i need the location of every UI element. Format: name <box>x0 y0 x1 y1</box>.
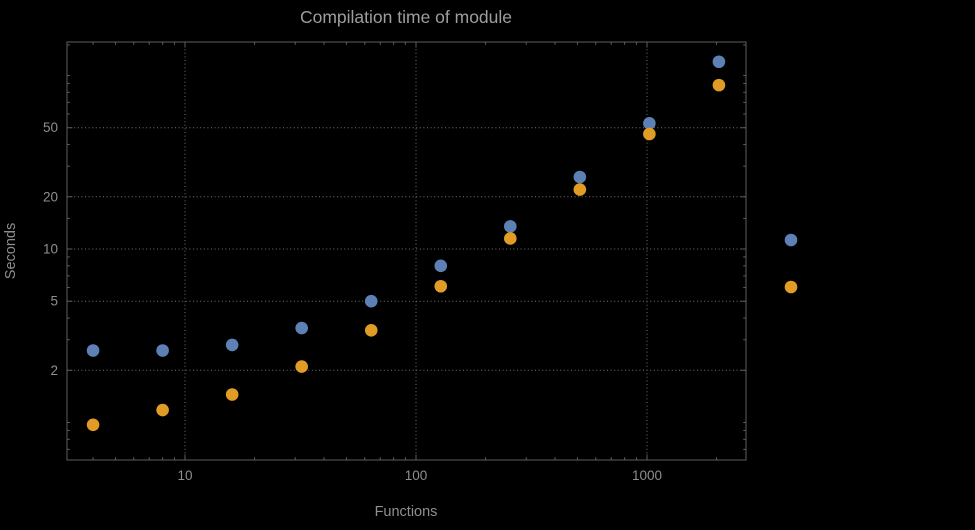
legend-marker-2 <box>784 280 798 294</box>
data-point-series-1 <box>712 55 726 69</box>
data-point-series-1 <box>225 338 239 352</box>
data-point-series-2 <box>712 78 726 92</box>
data-point-series-2 <box>86 418 100 432</box>
data-point-series-1 <box>434 259 448 273</box>
legend-marker-1 <box>784 233 798 247</box>
y-tick-label: 50 <box>43 120 58 135</box>
data-point-series-2 <box>295 360 308 373</box>
data-point-series-2 <box>156 403 169 417</box>
data-point-series-1 <box>643 117 656 130</box>
data-point-series-2 <box>504 232 517 245</box>
x-axis-label: Functions <box>375 504 438 520</box>
data-point-series-1 <box>156 344 169 357</box>
data-point-series-1 <box>295 321 308 335</box>
x-tick-label: 10 <box>177 468 192 483</box>
data-point-series-1 <box>364 294 378 308</box>
y-tick-label: 5 <box>50 294 58 309</box>
plot-area: 10 100 1000 50 20 10 5 2 <box>43 41 798 483</box>
y-tick-label: 20 <box>43 189 58 204</box>
data-point-series-2 <box>434 279 448 293</box>
data-point-series-1 <box>573 170 587 184</box>
x-tick-label: 1000 <box>632 468 662 483</box>
chart-title: Compilation time of module <box>300 7 512 27</box>
data-point-series-2 <box>225 388 239 401</box>
y-tick-label: 2 <box>50 363 58 378</box>
x-tick-label: 100 <box>405 468 428 483</box>
data-point-series-2 <box>364 323 378 337</box>
data-point-series-2 <box>643 127 656 141</box>
y-axis-label: Seconds <box>3 223 19 279</box>
data-point-series-1 <box>504 220 517 233</box>
y-tick-label: 10 <box>43 242 58 257</box>
data-point-series-1 <box>86 344 100 357</box>
plot-frame <box>66 41 747 461</box>
data-point-series-2 <box>573 183 587 196</box>
